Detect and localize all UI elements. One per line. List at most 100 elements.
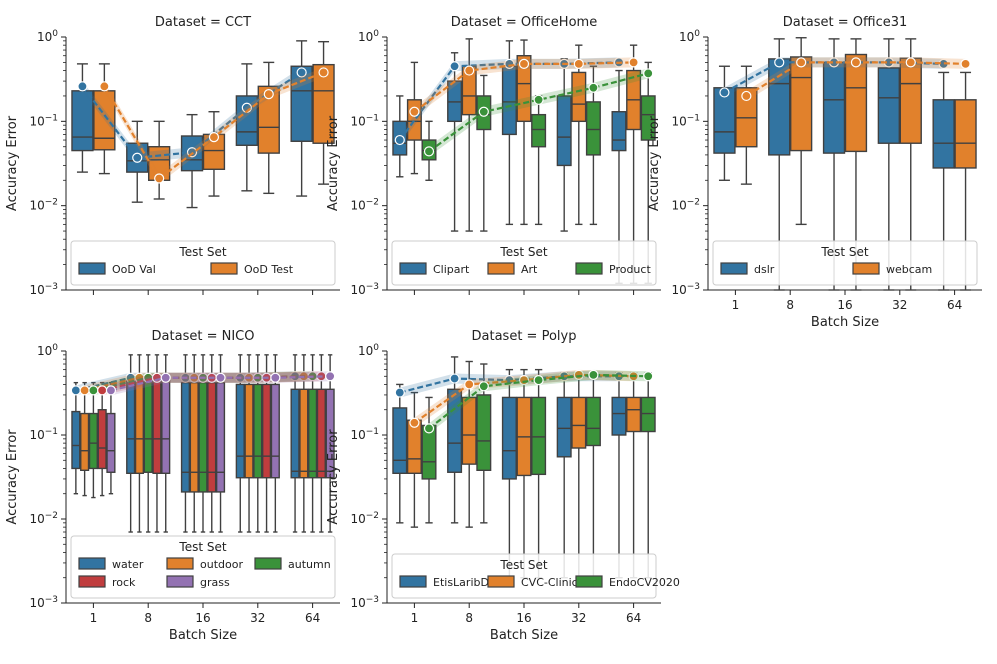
legend-entry: grass — [200, 576, 230, 589]
legend-entry: Product — [609, 263, 651, 276]
legend-swatch — [720, 262, 748, 275]
y-tick-label: 10−3 — [671, 282, 700, 297]
legend-swatch — [78, 557, 106, 570]
box — [516, 55, 532, 123]
legend-swatch — [487, 575, 515, 588]
mean-point — [70, 385, 81, 396]
boxes — [392, 38, 656, 285]
box — [640, 396, 656, 433]
legend-swatch — [575, 575, 603, 588]
mean-point — [215, 372, 226, 383]
legend: Test Set OoD Val OoD Test — [70, 240, 336, 286]
y-axis-label: Accuracy Error — [647, 115, 662, 211]
y-tick-label: 10−1 — [350, 427, 379, 442]
x-tick-label: 32 — [571, 611, 586, 625]
y-tick-label: 10−3 — [350, 595, 379, 610]
panel-4: Dataset = Polyp Accuracy Error 10−3 10−2 10−… — [326, 329, 680, 643]
mean-point — [905, 57, 916, 68]
mean-point — [796, 57, 807, 68]
box — [290, 65, 313, 142]
box — [235, 383, 245, 479]
mean-point — [208, 132, 220, 143]
box — [611, 396, 627, 436]
box — [97, 409, 107, 470]
mean-point — [850, 57, 862, 68]
y-tick-label: 100 — [37, 29, 58, 44]
x-tick-label: 64 — [947, 298, 962, 312]
box — [392, 407, 408, 474]
legend: Test Set water outdoor autumn rock grass — [70, 535, 336, 599]
box — [531, 396, 547, 476]
mean-point — [573, 58, 584, 69]
x-tick-label: 16 — [516, 611, 531, 625]
x-axis-label: Batch Size — [490, 628, 558, 643]
mean-point — [628, 57, 639, 68]
mean-point — [325, 371, 336, 382]
x-axis-label: Batch Size — [811, 315, 879, 330]
box — [316, 388, 326, 479]
legend-swatch — [166, 557, 194, 570]
mean-point — [464, 65, 475, 76]
mean-point — [588, 82, 599, 93]
x-tick-label: 64 — [305, 611, 320, 625]
legend-swatch — [78, 575, 106, 588]
box — [844, 53, 868, 153]
y-tick-label: 10−2 — [350, 511, 379, 526]
legend-entry: autumn — [288, 558, 331, 571]
x-axis-label: Batch Size — [169, 628, 237, 643]
legend-entry: dslr — [754, 263, 775, 276]
mean-lines — [719, 57, 971, 102]
box — [215, 381, 226, 493]
y-tick-label: 10−3 — [350, 282, 379, 297]
y-tick-label: 10−1 — [29, 427, 58, 442]
box — [152, 377, 162, 474]
mean-point — [478, 106, 489, 117]
mean-lines — [77, 67, 329, 184]
mean-band — [399, 57, 619, 146]
boxes — [713, 37, 977, 291]
mean-point — [132, 152, 143, 163]
box — [180, 381, 191, 493]
mean-line — [428, 72, 649, 153]
y-tick-label: 10−1 — [671, 113, 700, 128]
box — [571, 71, 587, 123]
box — [290, 388, 300, 479]
legend-entry: Clipart — [433, 263, 470, 276]
legend-frame — [712, 240, 978, 286]
y-tick-label: 100 — [679, 29, 700, 44]
y-tick-label: 100 — [358, 343, 379, 358]
legend-swatch — [166, 575, 194, 588]
legend-swatch — [575, 262, 603, 275]
mean-point — [263, 89, 274, 100]
mean-point — [88, 385, 99, 396]
legend-entry: webcam — [886, 263, 932, 276]
legend: Test Set dslr webcam — [712, 240, 978, 286]
mean-lines — [394, 369, 654, 434]
mean-point — [478, 381, 489, 392]
x-tick-label: 8 — [144, 611, 152, 625]
legend-swatch — [78, 262, 106, 275]
box — [556, 95, 572, 167]
box — [198, 381, 208, 493]
panel-title: Dataset = Office31 — [783, 15, 908, 30]
mean-point — [97, 385, 108, 396]
box — [421, 424, 437, 480]
panel-1: Dataset = OfficeHome Accuracy Error 10−3 10… — [326, 15, 661, 297]
legend-swatch — [399, 575, 427, 588]
mean-point — [533, 375, 544, 386]
mean-point — [77, 81, 88, 92]
panel-title: Dataset = Polyp — [472, 329, 577, 344]
mean-point — [719, 87, 730, 98]
box — [790, 56, 813, 152]
legend-swatch — [210, 262, 238, 275]
y-tick-label: 10−2 — [350, 198, 379, 213]
legend-swatch — [399, 262, 427, 275]
box — [476, 394, 492, 471]
mean-point — [296, 67, 307, 78]
mean-point — [464, 379, 475, 390]
box — [531, 113, 547, 148]
x-tick-label: 64 — [626, 611, 641, 625]
x-tick-label: 8 — [786, 298, 794, 312]
legend-swatch — [487, 262, 515, 275]
